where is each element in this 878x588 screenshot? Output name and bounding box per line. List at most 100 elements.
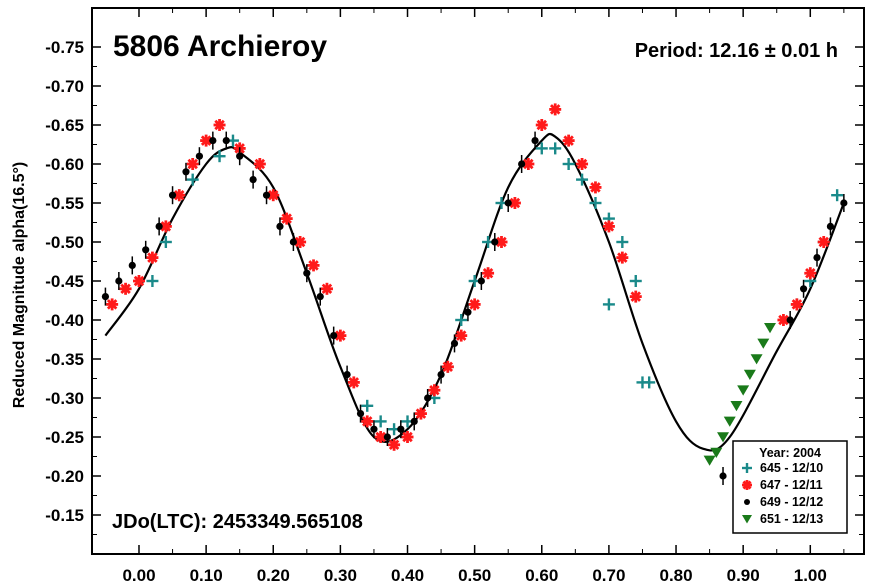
data-point — [374, 415, 387, 428]
legend-marker — [744, 499, 750, 505]
chart-title: 5806 Archieroy — [113, 30, 327, 63]
data-point — [334, 329, 347, 342]
x-tick-label: 0.20 — [257, 566, 290, 585]
data-point — [616, 251, 629, 264]
data-point — [441, 360, 454, 373]
fit-curve — [104, 132, 845, 452]
data-point — [374, 431, 387, 443]
legend-label: 651 - 12/13 — [760, 512, 823, 526]
data-point — [589, 181, 602, 194]
data-point — [155, 222, 163, 230]
data-point — [106, 298, 119, 311]
legend-items: 645 - 12/10 647 - 12/11 649 - 12/12 651 - 1… — [742, 461, 823, 526]
data-point — [710, 447, 723, 458]
data-point — [504, 199, 512, 207]
y-tick-label: -0.35 — [45, 350, 84, 369]
data-point — [576, 158, 589, 170]
data-point — [518, 160, 526, 168]
data-point — [142, 246, 150, 254]
y-tick-label: -0.20 — [45, 467, 84, 486]
data-point — [786, 316, 794, 324]
y-tick-label: -0.55 — [45, 194, 84, 213]
data-point — [209, 137, 217, 145]
legend-label: 645 - 12/10 — [760, 461, 823, 475]
data-point — [562, 134, 575, 147]
data-point — [249, 176, 257, 184]
data-point — [236, 152, 244, 160]
legend-marker — [742, 480, 752, 490]
data-point — [589, 197, 602, 209]
fit-curve-layer — [104, 132, 845, 452]
period-annotation: Period: 12.16 ± 0.01 h — [635, 40, 838, 62]
data-point — [303, 269, 311, 277]
data-point — [182, 168, 190, 176]
y-tick-label: -0.70 — [45, 77, 84, 96]
data-point — [119, 282, 132, 295]
data-point — [262, 191, 271, 199]
legend-label: 647 - 12/11 — [760, 478, 823, 492]
data-point — [804, 267, 817, 280]
data-point — [450, 339, 459, 347]
legend-marker — [742, 515, 752, 524]
legend-box — [732, 440, 848, 534]
data-point — [146, 251, 159, 264]
data-point — [602, 298, 615, 311]
data-point — [840, 199, 848, 207]
x-tick-label: 0.70 — [592, 566, 625, 585]
data-point — [195, 152, 204, 160]
data-point — [361, 415, 374, 428]
data-point — [115, 277, 123, 285]
data-point — [616, 236, 629, 248]
data-point — [464, 308, 472, 316]
x-tick-label: 0.40 — [391, 566, 424, 585]
data-point — [535, 142, 548, 155]
data-point — [719, 472, 727, 480]
data-point — [128, 261, 136, 269]
data-point — [316, 293, 324, 301]
data-point — [437, 371, 445, 379]
data-point — [629, 275, 642, 287]
data-point — [723, 416, 736, 427]
x-tick-label: 0.50 — [458, 566, 491, 585]
data-point — [799, 285, 808, 293]
data-point — [629, 290, 642, 303]
legend-title: Year: 2004 — [759, 446, 821, 460]
data-point — [717, 432, 730, 443]
data-point — [764, 323, 777, 334]
x-tick-label: 0.30 — [324, 566, 357, 585]
data-point — [370, 425, 378, 433]
data-point — [101, 293, 110, 301]
axis-ticks-layer: 0.00 0.10 0.20 0.30 0.40 0.50 0.60 0.70 0.80 0.90… — [45, 8, 864, 585]
x-tick-label: 0.90 — [727, 566, 760, 585]
jdo-annotation: JDo(LTC): 2453349.565108 — [112, 511, 363, 533]
data-point — [168, 191, 177, 199]
y-tick-label: -0.50 — [45, 233, 84, 252]
data-point — [186, 173, 199, 186]
data-point — [790, 298, 803, 311]
x-tick-label: 0.60 — [525, 566, 558, 585]
data-point — [750, 354, 763, 365]
data-point — [743, 369, 756, 380]
data-point — [703, 455, 716, 466]
x-tick-label: 0.80 — [659, 566, 692, 585]
data-point — [491, 238, 499, 246]
data-point — [562, 158, 575, 170]
data-point — [549, 142, 562, 155]
data-point — [289, 238, 297, 246]
data-point — [549, 103, 562, 116]
data-point — [468, 298, 481, 311]
data-point — [347, 376, 360, 389]
data-points-layer — [101, 103, 848, 485]
data-point — [455, 329, 468, 342]
data-point — [757, 338, 770, 349]
data-point — [388, 438, 401, 451]
y-axis-label: Reduced Magnitude alpha(16.5°) — [11, 162, 28, 408]
data-point — [307, 259, 320, 272]
y-tick-label: -0.65 — [45, 116, 84, 135]
legend-label: 649 - 12/12 — [760, 495, 823, 509]
x-tick-label: 0.00 — [122, 566, 155, 585]
data-point — [320, 282, 333, 295]
y-tick-label: -0.75 — [45, 38, 84, 57]
data-point — [455, 314, 468, 326]
y-tick-label: -0.40 — [45, 311, 84, 330]
